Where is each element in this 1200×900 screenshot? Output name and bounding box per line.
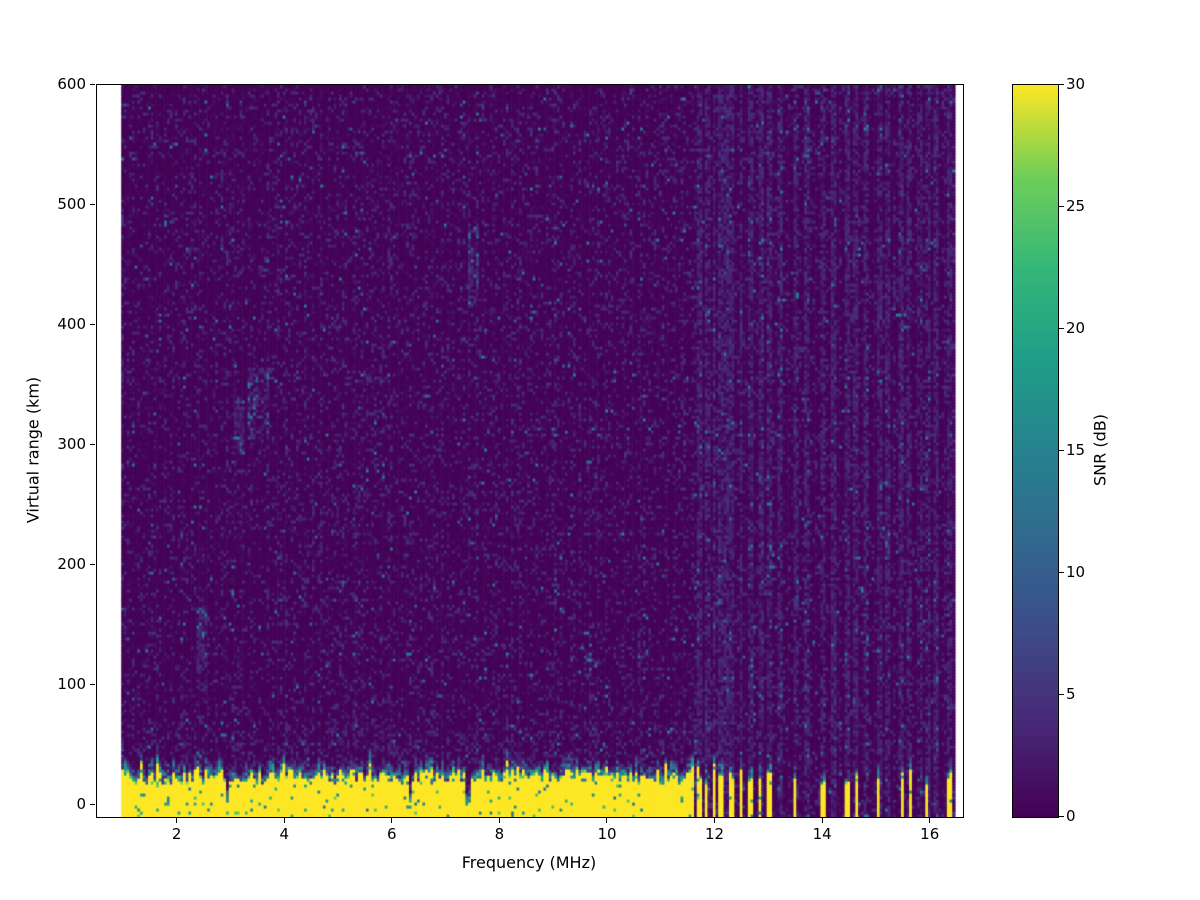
x-tick-label: 10 xyxy=(597,825,617,843)
ionogram-heatmap-canvas xyxy=(97,85,963,817)
x-axis-label: Frequency (MHz) xyxy=(461,853,597,872)
y-tick-mark xyxy=(90,323,95,325)
y-tick-label: 500 xyxy=(57,195,86,213)
y-tick-mark xyxy=(90,803,95,805)
colorbar-tick-mark xyxy=(1059,693,1064,695)
colorbar-tick-mark xyxy=(1059,449,1064,451)
y-tick-mark xyxy=(90,683,95,685)
colorbar-tick-mark xyxy=(1059,205,1064,207)
x-tick-label: 2 xyxy=(171,825,182,843)
colorbar-tick-mark xyxy=(1059,571,1064,573)
x-tick-mark xyxy=(283,818,285,823)
x-tick-mark xyxy=(176,818,178,823)
y-tick-mark xyxy=(90,83,95,85)
x-tick-mark xyxy=(606,818,608,823)
colorbar-tick-label: 10 xyxy=(1066,563,1086,581)
colorbar-gradient-canvas xyxy=(1013,85,1058,817)
y-tick-label: 200 xyxy=(57,555,86,573)
y-tick-label: 300 xyxy=(57,435,86,453)
y-tick-label: 400 xyxy=(57,315,86,333)
colorbar-tick-label: 30 xyxy=(1066,75,1086,93)
y-tick-mark xyxy=(90,563,95,565)
y-tick-label: 0 xyxy=(76,795,86,813)
x-tick-mark xyxy=(714,818,716,823)
x-tick-mark xyxy=(929,818,931,823)
colorbar-tick-label: 25 xyxy=(1066,197,1086,215)
y-tick-mark xyxy=(90,203,95,205)
x-tick-label: 14 xyxy=(812,825,832,843)
x-tick-label: 12 xyxy=(705,825,725,843)
colorbar-tick-label: 20 xyxy=(1066,319,1086,337)
colorbar-tick-mark xyxy=(1059,83,1064,85)
y-tick-label: 600 xyxy=(57,75,86,93)
plot-area xyxy=(96,84,964,818)
y-tick-label: 100 xyxy=(57,675,86,693)
colorbar-tick-mark xyxy=(1059,815,1064,817)
x-tick-label: 6 xyxy=(387,825,397,843)
x-tick-mark xyxy=(498,818,500,823)
x-tick-label: 4 xyxy=(279,825,290,843)
x-tick-label: 16 xyxy=(920,825,940,843)
colorbar-tick-mark xyxy=(1059,327,1064,329)
x-tick-mark xyxy=(391,818,393,823)
colorbar-label: SNR (dB) xyxy=(1090,414,1110,486)
colorbar-tick-label: 15 xyxy=(1066,441,1086,459)
colorbar-tick-label: 5 xyxy=(1066,685,1076,703)
x-tick-label: 8 xyxy=(494,825,505,843)
colorbar-tick-label: 0 xyxy=(1066,807,1076,825)
x-tick-mark xyxy=(821,818,823,823)
colorbar xyxy=(1012,84,1059,818)
y-tick-mark xyxy=(90,443,95,445)
